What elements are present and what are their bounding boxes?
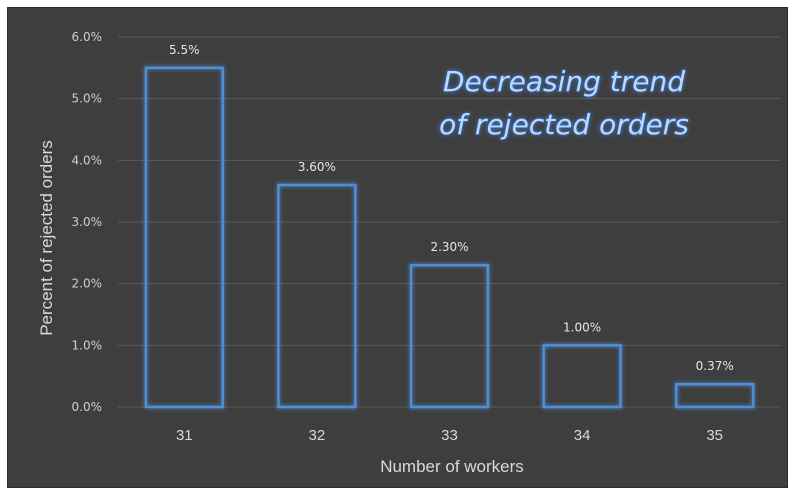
bar xyxy=(409,263,490,409)
x-axis-title: Number of workers xyxy=(380,457,524,476)
bar xyxy=(542,344,622,409)
y-tick-label: 2.0% xyxy=(72,277,103,291)
y-tick-label: 6.0% xyxy=(72,30,103,44)
y-tick-label: 3.0% xyxy=(72,215,103,229)
bar xyxy=(277,183,357,409)
data-label: 1.00% xyxy=(563,320,601,334)
bar xyxy=(144,66,224,409)
y-axis-title: Percent of rejected orders xyxy=(37,140,56,336)
data-label: 2.30% xyxy=(430,240,468,254)
data-label: 3.60% xyxy=(298,160,336,174)
trend-annotation-line-1: Decreasing trend xyxy=(443,65,685,98)
bar xyxy=(675,382,755,409)
chart-frame: 0.0% 1.0% 2.0% 3.0% 4.0% 5.0% 6.0% 5.5% 3.60% 2.… xyxy=(7,7,788,488)
data-labels: 5.5% 3.60% 2.30% 1.00% 0.37% xyxy=(169,43,734,373)
data-label: 0.37% xyxy=(696,359,734,373)
x-tick-label: 35 xyxy=(706,427,723,444)
y-tick-label: 5.0% xyxy=(72,92,103,106)
data-label: 5.5% xyxy=(169,43,200,57)
y-tick-label: 1.0% xyxy=(72,338,103,352)
x-tick-label: 33 xyxy=(441,427,458,444)
y-tick-label: 0.0% xyxy=(72,400,103,414)
bar-chart: 0.0% 1.0% 2.0% 3.0% 4.0% 5.0% 6.0% 5.5% 3.60% 2.… xyxy=(37,30,781,476)
gridlines xyxy=(118,36,781,408)
y-tick-label: 4.0% xyxy=(72,153,103,167)
y-axis-ticks: 0.0% 1.0% 2.0% 3.0% 4.0% 5.0% 6.0% xyxy=(72,30,103,414)
x-axis-ticks: 31 32 33 34 35 xyxy=(176,427,723,444)
bars xyxy=(144,66,755,409)
x-tick-label: 34 xyxy=(574,427,591,444)
x-tick-label: 31 xyxy=(176,427,193,444)
x-tick-label: 32 xyxy=(309,427,326,444)
trend-annotation-line-2: of rejected orders xyxy=(439,108,689,141)
